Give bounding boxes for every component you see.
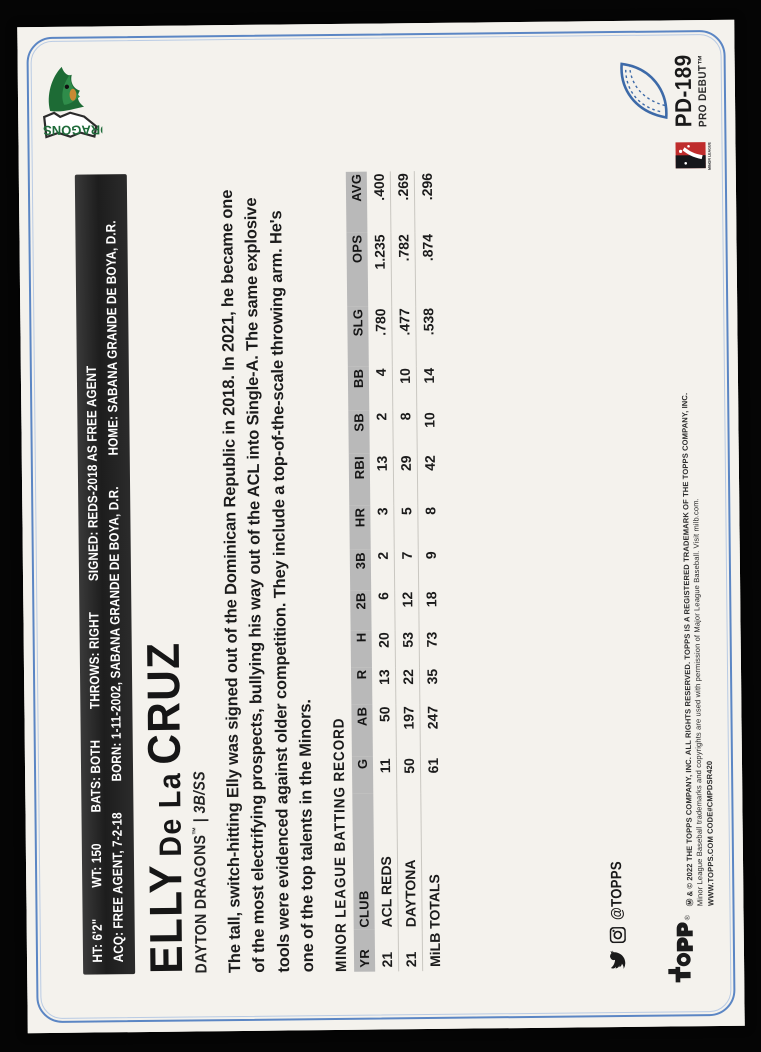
cell-ab: 197 [395,703,420,756]
cell-avg: .400 [366,170,391,233]
cell-hr: 3 [369,504,394,550]
cell-h: 53 [394,629,419,667]
cell-h: 20 [371,629,395,668]
svg-text:MINOR LEAGUE: MINOR LEAGUE [707,141,711,170]
cell-slg: .780 [367,305,392,367]
svg-text:DRAGONS: DRAGONS [42,122,102,138]
cell-total-slg: .538 [415,305,440,366]
stats-section: MINOR LEAGUE BATTING RECORD YR CLUB G AB… [324,170,446,972]
col-slg: SLG [346,306,369,367]
col-rbi: RBI [348,453,370,506]
set-label: PRO DEBUT™ [696,53,709,127]
player-name: ELLY De La CRUZ [135,274,191,974]
player-first-name: ELLY [138,863,192,974]
stats-title: MINOR LEAGUE BATTING RECORD [329,717,350,972]
cell-avg: .269 [389,170,415,232]
minor-league-batting-table: YR CLUB G AB R H 2B 3B HR RBI SB BB [345,170,446,972]
player-bio-text: The tall, switch-hitting Elly was signed… [217,189,317,973]
card-inner: DRAGONS HT: 6'2" WT: 150 BATS: BOTH THRO… [16,19,745,1033]
card-number-badge: PD-189 PRO DEBUT™ [615,50,709,132]
legal-text: Ⓜ & © 2022 THE TOPPS COMPANY, INC. ALL R… [678,266,717,906]
cell-bb: 10 [391,365,417,411]
cell-total-avg: .296 [413,170,438,232]
cell-hr: 5 [393,504,418,550]
cell-total-3b: 9 [417,548,442,590]
cell-ops: 1.235 [366,231,392,307]
player-name-block: ELLY De La CRUZ DAYTON DRAGONS™ | 3B/SS [135,213,211,974]
cell-ab: 50 [371,703,396,756]
social-handles: @TOPPS [607,852,626,969]
cell-2b: 6 [370,589,395,630]
dayton-dragons-logo: DRAGONS [39,60,109,157]
minor-league-baseball-logo: MINOR LEAGUE [674,141,711,170]
cell-total-rbi: 42 [416,452,441,505]
col-g: G [351,755,373,794]
player-vitals-bar: HT: 6'2" WT: 150 BATS: BOTH THROWS: RIGH… [74,173,135,975]
cell-club: ACL REDS [372,792,398,930]
cell-yr: 21 [374,928,399,972]
cell-total-sb: 10 [416,409,441,453]
cell-club: DAYTONA [396,792,422,929]
cell-total-ops: .874 [414,231,439,306]
topps-handle: @TOPPS [607,860,626,920]
cell-slg: .477 [391,305,416,366]
instagram-icon[interactable] [608,926,625,943]
col-3b: 3B [349,549,371,590]
cell-ops: .782 [390,231,416,306]
col-h: H [350,629,372,668]
team-pos-separator: | [191,817,209,822]
baseball-icon [619,62,668,120]
cell-yr: 21 [397,928,423,971]
col-avg: AVG [345,171,367,233]
cell-total-h: 73 [418,629,443,667]
col-hr: HR [348,505,371,550]
cell-total-hr: 8 [417,504,442,549]
cell-g: 11 [372,755,397,794]
team-name: DAYTON DRAGONS [191,834,210,973]
cell-sb: 8 [392,409,417,454]
cell-r: 22 [394,666,420,704]
player-position: 3B/SS [190,770,209,814]
twitter-bird-icon[interactable] [609,949,625,969]
col-ops: OPS [345,232,368,307]
cell-totals-label: MiLB TOTALS [420,792,446,971]
baseball-card-back: DRAGONS HT: 6'2" WT: 150 BATS: BOTH THRO… [16,19,745,1033]
col-sb: SB [347,410,370,454]
cell-total-r: 35 [418,666,443,704]
cell-2b: 12 [394,589,419,630]
cell-3b: 2 [370,549,395,590]
topps-logo [667,921,693,982]
col-bb: BB [347,366,369,411]
cell-rbi: 13 [369,453,394,506]
cell-total-g: 61 [419,755,444,793]
cell-total-bb: 14 [415,365,440,410]
cell-r: 13 [371,666,396,705]
cell-3b: 7 [393,548,419,590]
cell-bb: 4 [368,365,393,411]
col-club: CLUB [351,793,375,930]
cell-sb: 2 [368,410,393,454]
player-particle: De La [151,771,188,857]
cell-rbi: 29 [392,452,418,505]
card-number: PD-189 [669,53,696,127]
cell-total-ab: 247 [419,703,444,756]
trademark-symbol: ™ [190,825,201,835]
player-last-name: CRUZ [136,640,190,765]
cell-g: 50 [395,755,421,793]
topps-registered-mark: ® [684,914,692,920]
col-yr: YR [353,929,375,972]
col-ab: AB [350,704,373,757]
col-r: R [350,667,372,705]
col-2b: 2B [349,589,372,631]
cell-total-2b: 18 [418,588,443,630]
